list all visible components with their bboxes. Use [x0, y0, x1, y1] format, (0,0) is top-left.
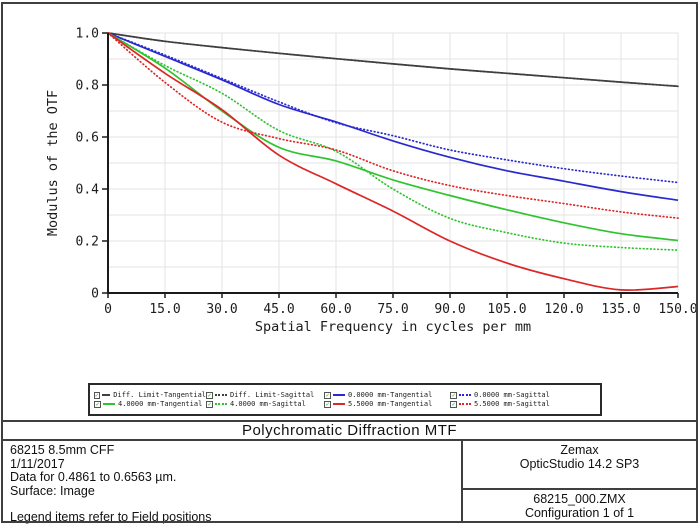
mtf-curve-diff-limit-sagittal: [108, 32, 679, 88]
legend-item: ✓ 5.5000 mm-Tangential: [324, 400, 450, 408]
legend-label: 4.0000 mm-Tangential: [118, 400, 203, 408]
legend-item: ✓ 0.0000 mm-Tangential: [324, 391, 450, 399]
mtf-curve-0-0000-mm-tangential: [108, 32, 679, 202]
legend-label: Diff. Limit-Tangential: [113, 391, 206, 399]
mtf-curve-4-0000-mm-sagittal: [108, 32, 679, 251]
surface-label: Surface: Image: [10, 483, 95, 498]
app-box: Zemax OpticStudio 14.2 SP3: [463, 441, 696, 490]
mtf-curve-5-5000-mm-tangential: [108, 32, 679, 292]
dotted-line-sample: [215, 403, 227, 405]
configuration-label: Configuration 1 of 1: [524, 506, 635, 520]
y-axis-title: Modulus of the OTF: [45, 90, 61, 236]
x-tick-label: 15.0: [149, 302, 180, 317]
x-axis-title: Spatial Frequency in cycles per mm: [255, 319, 531, 335]
app-info-panel: Zemax OpticStudio 14.2 SP3 68215_000.ZMX…: [463, 441, 696, 521]
x-tick-label: 60.0: [320, 302, 351, 317]
legend-label: 5.5000 mm-Tangential: [348, 400, 433, 408]
app-vendor: Zemax: [560, 443, 599, 457]
dotted-line-sample: [215, 394, 227, 396]
legend-label: 0.0000 mm-Tangential: [348, 391, 433, 399]
wavelength-range: Data for 0.4861 to 0.6563 µm.: [10, 470, 177, 484]
mtf-curve-0-0000-mm-sagittal: [108, 32, 679, 184]
legend-box: ✓ Diff. Limit-Tangential ✓ Diff. Limit-Sagi…: [88, 383, 602, 416]
y-tick-label: 0.6: [76, 131, 99, 146]
dotted-line-sample: [459, 394, 471, 396]
x-tick-label: 75.0: [377, 302, 408, 317]
legend-item: ✓ 0.0000 mm-Sagittal: [450, 391, 596, 399]
title-band: Polychromatic Diffraction MTF: [3, 420, 696, 441]
legend-checkbox-icon[interactable]: ✓: [94, 391, 100, 399]
legend-label: Diff. Limit-Sagittal: [230, 391, 315, 399]
legend-checkbox-icon[interactable]: ✓: [324, 391, 331, 399]
info-section: 68215 8.5mm CFF 1/11/2017 Data for 0.486…: [3, 441, 696, 524]
lens-info-panel: 68215 8.5mm CFF 1/11/2017 Data for 0.486…: [3, 441, 463, 524]
app-version: OpticStudio 14.2 SP3: [519, 457, 640, 471]
solid-line-sample: [333, 394, 345, 396]
legend-label: 0.0000 mm-Sagittal: [474, 391, 550, 399]
legend-checkbox-icon[interactable]: ✓: [206, 400, 213, 408]
x-tick-label: 150.0: [658, 302, 697, 317]
x-tick-label: 30.0: [206, 302, 237, 317]
file-name: 68215_000.ZMX: [533, 492, 626, 506]
solid-line-sample: [101, 394, 111, 396]
mtf-curve-4-0000-mm-tangential: [108, 32, 679, 242]
x-tick-label: 120.0: [544, 302, 583, 317]
legend-checkbox-icon[interactable]: ✓: [94, 400, 101, 408]
dotted-line-sample: [459, 403, 471, 405]
legend-checkbox-icon[interactable]: ✓: [450, 391, 457, 399]
x-tick-label: 105.0: [487, 302, 526, 317]
x-tick-label: 135.0: [601, 302, 640, 317]
legend-item: ✓ Diff. Limit-Tangential: [94, 391, 206, 399]
x-tick-label: 45.0: [263, 302, 294, 317]
solid-line-sample: [333, 403, 345, 405]
legend-checkbox-icon[interactable]: ✓: [206, 391, 213, 399]
legend-checkbox-icon[interactable]: ✓: [324, 400, 331, 408]
legend-checkbox-icon[interactable]: ✓: [450, 400, 457, 408]
y-tick-label: 0.4: [76, 183, 100, 198]
x-tick-label: 0: [104, 302, 112, 317]
y-tick-label: 1.0: [76, 27, 99, 42]
legend-item: ✓ 4.0000 mm-Tangential: [94, 400, 206, 408]
lens-title: 68215 8.5mm CFF: [10, 443, 115, 457]
mtf-curve-5-5000-mm-sagittal: [108, 32, 679, 219]
legend-item: ✓ 5.5000 mm-Sagittal: [450, 400, 596, 408]
mtf-plot: 1.0 0.8 0.6 0.4 0.2 00 15.0 30.0 45.0 60.0 75.0 90.…: [45, 27, 698, 336]
config-box: 68215_000.ZMX Configuration 1 of 1: [463, 490, 696, 521]
legend-label: 5.5000 mm-Sagittal: [474, 400, 550, 408]
legend-label: 4.0000 mm-Sagittal: [230, 400, 306, 408]
solid-line-sample: [103, 403, 115, 405]
legend-item: ✓ 4.0000 mm-Sagittal: [206, 400, 324, 408]
date: 1/11/2017: [10, 456, 65, 471]
y-tick-label: 0.8: [76, 79, 99, 94]
plot-title: Polychromatic Diffraction MTF: [241, 422, 458, 439]
legend-item: ✓ Diff. Limit-Sagittal: [206, 391, 324, 399]
legend-note: Legend items refer to Field positions: [10, 510, 212, 524]
y-tick-label: 0.2: [76, 235, 99, 250]
y-tick-label: 0: [91, 287, 99, 302]
x-tick-label: 90.0: [434, 302, 465, 317]
